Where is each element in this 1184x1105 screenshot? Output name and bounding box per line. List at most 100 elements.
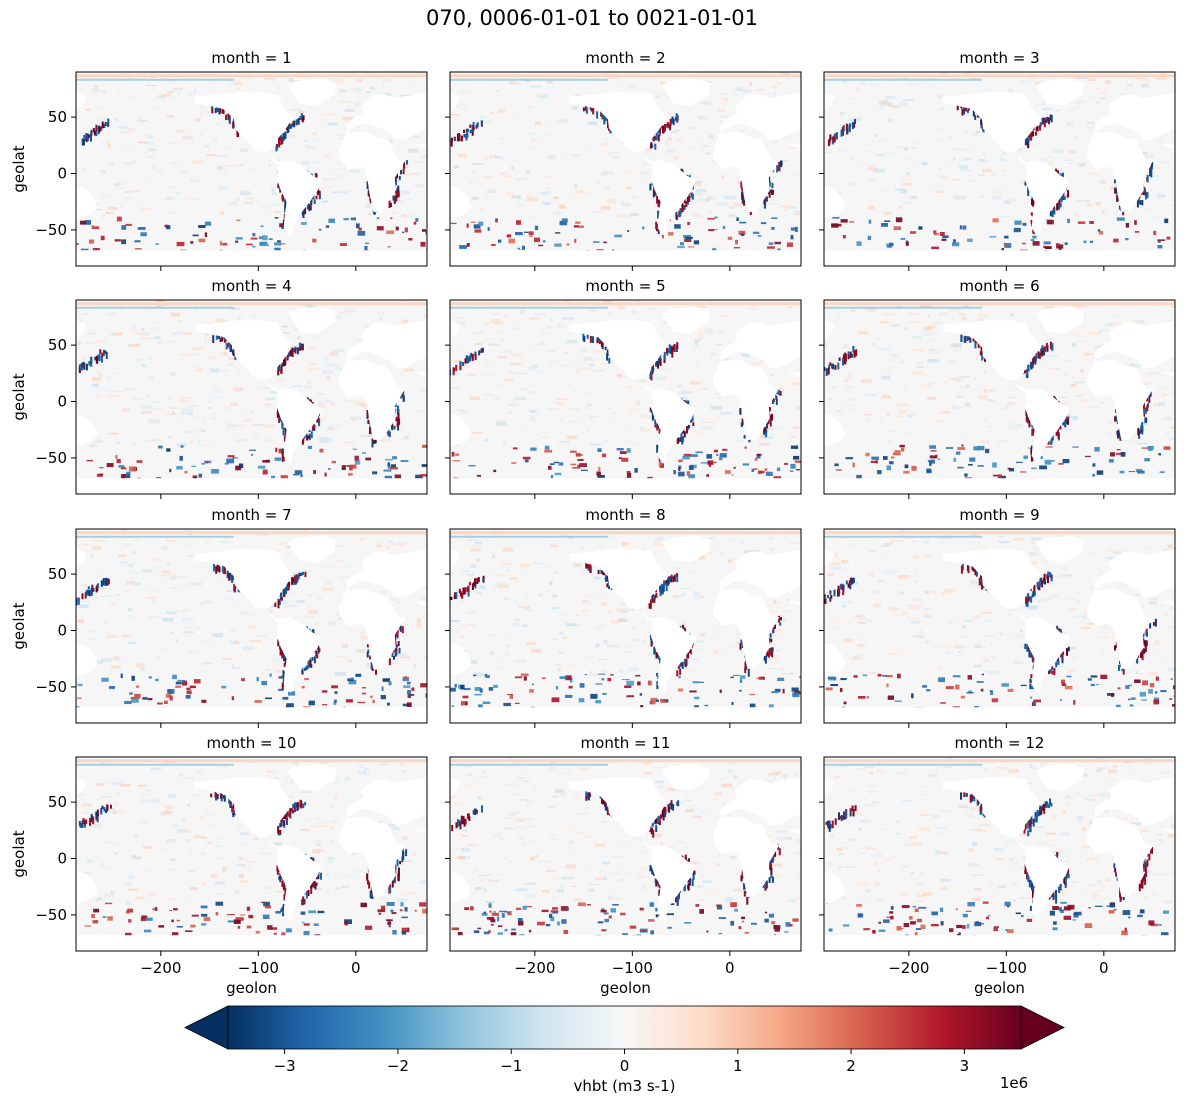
land-mask bbox=[76, 415, 98, 447]
panel-frame bbox=[823, 756, 1176, 952]
x-tick-label: 0 bbox=[351, 959, 361, 977]
heatmap-field bbox=[76, 529, 427, 723]
land-mask bbox=[339, 359, 406, 440]
colorbar-tick-label: −2 bbox=[387, 1057, 409, 1075]
land-mask bbox=[569, 92, 667, 153]
land-mask bbox=[824, 415, 846, 447]
panel-month-1: month = 1 −50 0 50 geolat bbox=[10, 49, 428, 271]
land-mask bbox=[1009, 152, 1070, 236]
land-mask bbox=[450, 320, 461, 339]
heatmap-field bbox=[824, 529, 1175, 723]
y-tick-label: 50 bbox=[48, 336, 67, 354]
x-axis-label: geolon bbox=[974, 979, 1025, 997]
y-axis-label: geolat bbox=[10, 830, 28, 877]
land-mask bbox=[76, 644, 98, 676]
colorbar-extend-high bbox=[1020, 1005, 1065, 1050]
land-mask bbox=[287, 535, 337, 563]
y-tick-label: 0 bbox=[57, 622, 67, 640]
land-mask bbox=[1035, 763, 1085, 791]
land-mask bbox=[661, 763, 711, 791]
land-mask bbox=[261, 837, 322, 921]
panel-month-11: month = 11 −200 −100 0 geolon bbox=[445, 734, 802, 997]
x-tick-label: −200 bbox=[888, 959, 929, 977]
y-tick-label: 0 bbox=[57, 850, 67, 868]
land-mask bbox=[261, 152, 322, 236]
land-mask bbox=[346, 777, 427, 825]
land-mask bbox=[450, 707, 801, 723]
panel-frame bbox=[75, 528, 428, 724]
land-mask bbox=[194, 92, 293, 153]
land-mask bbox=[450, 935, 801, 951]
panel-frame bbox=[449, 756, 802, 952]
panel-frame bbox=[823, 299, 1176, 495]
land-mask bbox=[1087, 359, 1154, 440]
colorbar bbox=[227, 1005, 1022, 1050]
y-tick-label: 0 bbox=[57, 165, 67, 183]
x-tick-label: −100 bbox=[238, 959, 279, 977]
land-mask bbox=[824, 707, 1175, 723]
heatmap-field bbox=[76, 72, 427, 266]
land-mask bbox=[450, 415, 472, 447]
panel-month-3: month = 3 bbox=[819, 49, 1176, 271]
x-axis-label: geolon bbox=[226, 979, 277, 997]
colorbar-tick-label: 3 bbox=[960, 1057, 970, 1075]
land-mask bbox=[76, 707, 427, 723]
land-mask bbox=[261, 380, 322, 464]
panel-frame bbox=[75, 756, 428, 952]
x-tick-label: −100 bbox=[986, 959, 1027, 977]
land-mask bbox=[412, 372, 427, 393]
land-mask bbox=[76, 935, 427, 951]
panel-frame bbox=[449, 71, 802, 267]
land-mask bbox=[1035, 78, 1085, 106]
panel-title: month = 10 bbox=[207, 734, 297, 752]
panel-month-4: month = 4 −50 0 50 geolat bbox=[10, 277, 428, 499]
panel-month-12: month = 12 −200 −100 0 geolon bbox=[819, 734, 1176, 997]
colorbar-extend-low bbox=[184, 1005, 229, 1050]
land-mask bbox=[76, 777, 87, 796]
land-mask bbox=[786, 601, 801, 622]
panel-frame bbox=[75, 71, 428, 267]
land-mask bbox=[1009, 837, 1070, 921]
panel-month-2: month = 2 bbox=[445, 49, 802, 271]
land-mask bbox=[713, 131, 780, 212]
land-mask bbox=[450, 250, 801, 266]
x-tick-label: −200 bbox=[140, 959, 181, 977]
land-mask bbox=[450, 92, 461, 111]
land-mask bbox=[450, 187, 472, 219]
land-mask bbox=[824, 935, 1175, 951]
land-mask bbox=[287, 306, 337, 334]
land-mask bbox=[1035, 306, 1085, 334]
land-mask bbox=[720, 549, 801, 597]
land-mask bbox=[569, 549, 667, 610]
land-mask bbox=[824, 187, 846, 219]
colorbar-tick-label: 2 bbox=[846, 1057, 856, 1075]
land-mask bbox=[450, 872, 472, 904]
y-tick-label: 50 bbox=[48, 793, 67, 811]
land-mask bbox=[824, 777, 835, 796]
land-mask bbox=[339, 588, 406, 669]
land-mask bbox=[1160, 601, 1175, 622]
panel-month-5: month = 5 bbox=[445, 277, 802, 499]
heatmap-field bbox=[824, 72, 1175, 266]
land-mask bbox=[1094, 320, 1175, 368]
land-mask bbox=[661, 306, 711, 334]
land-mask bbox=[450, 777, 461, 796]
land-mask bbox=[720, 320, 801, 368]
panel-title: month = 7 bbox=[211, 506, 291, 524]
x-tick-label: 0 bbox=[1099, 959, 1109, 977]
figure-title: 070, 0006-01-01 to 0021-01-01 bbox=[426, 6, 758, 30]
land-mask bbox=[194, 320, 293, 381]
panel-title: month = 11 bbox=[581, 734, 671, 752]
land-mask bbox=[635, 380, 696, 464]
heatmap-field bbox=[76, 300, 427, 494]
heatmap-field bbox=[824, 300, 1175, 494]
panel-title: month = 12 bbox=[955, 734, 1045, 752]
panel-title: month = 2 bbox=[585, 49, 665, 67]
land-mask bbox=[450, 549, 461, 568]
heatmap-field bbox=[824, 757, 1175, 951]
colorbar-tick-label: 0 bbox=[620, 1057, 630, 1075]
heatmap-field bbox=[450, 72, 801, 266]
y-tick-label: −50 bbox=[35, 906, 67, 924]
panel-month-9: month = 9 bbox=[819, 506, 1176, 728]
